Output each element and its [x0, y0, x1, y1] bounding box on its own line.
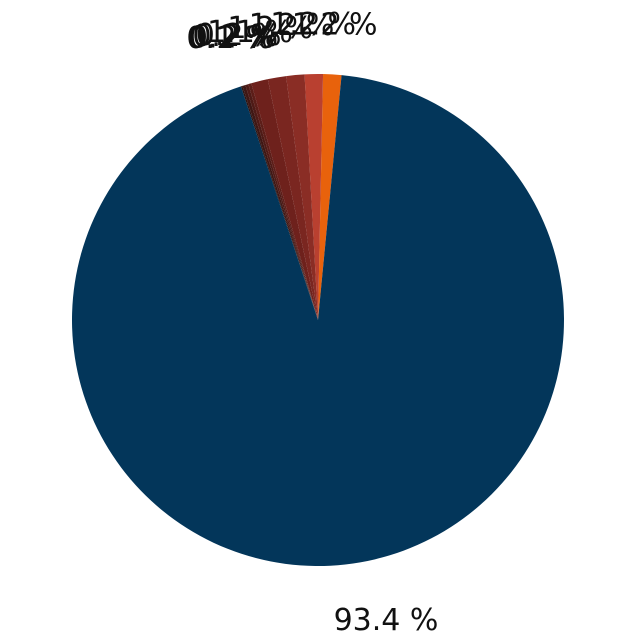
pie-slice	[267, 76, 318, 320]
pie-slice	[71, 75, 564, 566]
slice-label: 1.2 %	[227, 11, 313, 46]
pie-slice	[318, 74, 342, 320]
pie-slice	[245, 84, 318, 320]
slice-label: 0.2 %	[189, 20, 275, 55]
slice-label: 1.1 %	[207, 15, 293, 50]
slice-label: 0.2 %	[192, 19, 278, 54]
pie-labels: 1.2 %1.2 %1.2 %1.2 %1.1 %0.2 %0.2 %0.2 %…	[186, 7, 438, 638]
pie-slice	[240, 85, 318, 320]
pie-slice	[248, 83, 318, 320]
slice-label: 0.1 %	[186, 21, 272, 56]
slice-label: 1.2 %	[270, 7, 356, 42]
pie-slice	[251, 79, 318, 320]
slice-label: 1.2 %	[249, 8, 335, 43]
pie-slice	[286, 74, 318, 320]
pie-slices	[71, 74, 564, 566]
slice-label: 1.2 %	[292, 7, 378, 42]
slice-label: 93.4 %	[334, 603, 439, 638]
pie-slice	[242, 84, 318, 321]
pie-slice	[304, 74, 324, 320]
slice-label: 0.2 %	[196, 18, 282, 53]
